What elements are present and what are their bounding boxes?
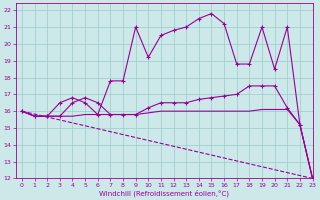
X-axis label: Windchill (Refroidissement éolien,°C): Windchill (Refroidissement éolien,°C) (99, 189, 229, 197)
